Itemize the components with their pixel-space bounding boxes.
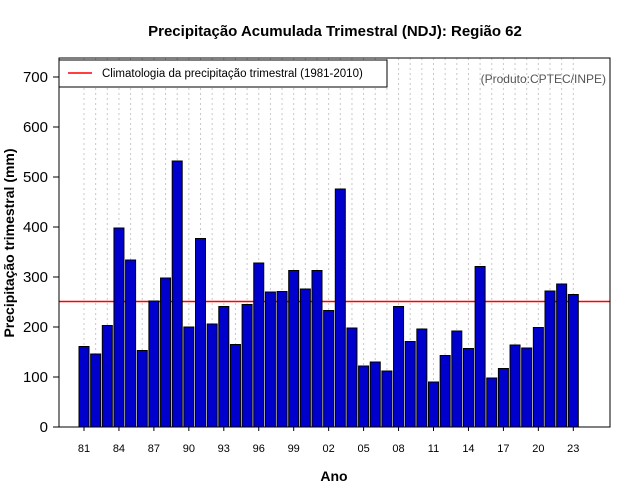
bar-1994 (229, 344, 241, 428)
bar-1986 (136, 350, 148, 428)
x-tick-label: 02 (323, 443, 335, 455)
x-tick-label: 17 (497, 443, 509, 455)
bar-1996 (253, 262, 265, 428)
bar-2018 (509, 344, 521, 428)
bar-1990 (183, 326, 195, 428)
bar-1991 (195, 238, 206, 428)
bar-2007 (381, 370, 393, 428)
x-tick-label: 84 (113, 443, 125, 455)
x-axis-label: Ano (320, 468, 347, 484)
y-axis: 0 100 200 300 400 500 600 700 (23, 69, 59, 436)
y-tick-label: 0 (40, 419, 48, 436)
bar-2010 (416, 328, 428, 428)
bar-2004 (346, 327, 358, 428)
x-axis: 81 84 87 90 93 96 99 02 05 08 11 14 17 20 23 (78, 427, 579, 455)
y-axis-label: Precipitação trimestral (mm) (1, 148, 17, 337)
x-tick-label: 96 (253, 443, 265, 455)
legend-box (58, 59, 388, 88)
x-tick-label: 11 (428, 443, 439, 455)
x-tick-label: 14 (462, 443, 474, 455)
bar-2021 (544, 290, 556, 428)
bar-1982 (90, 353, 102, 428)
y-tick-label: 400 (23, 219, 48, 236)
bar-1985 (125, 259, 137, 428)
y-tick-label: 600 (23, 119, 48, 136)
bar-2008 (393, 306, 405, 428)
x-tick-label: 93 (218, 443, 230, 455)
bar-1987 (148, 300, 160, 428)
bar-1981 (78, 346, 90, 428)
y-tick-label: 100 (23, 369, 48, 386)
bar-2006 (369, 361, 381, 428)
y-tick-label: 200 (23, 319, 48, 336)
plot-frame (58, 57, 611, 428)
x-tick-label: 90 (183, 443, 195, 455)
bar-1992 (206, 323, 218, 428)
bar-2014 (462, 348, 474, 428)
x-tick-label: 05 (357, 443, 369, 455)
bar-1983 (101, 325, 113, 428)
bar-2019 (521, 347, 533, 428)
bar-2015 (474, 266, 486, 428)
legend: Climatologia da precipitação trimestral … (58, 59, 388, 88)
bar-2013 (451, 330, 463, 428)
x-tick-label: 23 (567, 443, 579, 455)
x-tick-label: 20 (532, 443, 544, 455)
bar-2009 (404, 341, 416, 428)
bar-1995 (241, 304, 253, 428)
bar-2002 (323, 310, 335, 428)
bar-2011 (428, 381, 439, 428)
bar-2001 (311, 270, 323, 428)
chart-title: Precipitação Acumulada Trimestral (NDJ):… (148, 23, 522, 40)
bars-layer (78, 160, 579, 428)
bar-1989 (171, 160, 183, 428)
bar-2012 (439, 355, 451, 428)
bar-1999 (288, 270, 300, 428)
bar-2020 (532, 327, 544, 428)
bar-2000 (299, 288, 311, 428)
bar-2023 (567, 294, 579, 428)
bar-2003 (334, 188, 346, 428)
credit-text: (Produto:CPTEC/INPE) (481, 72, 606, 86)
grid-layer (83, 58, 574, 427)
x-tick-label: 08 (392, 443, 404, 455)
bar-1998 (276, 291, 288, 428)
bar-1984 (113, 227, 125, 428)
bar-2005 (358, 365, 370, 428)
y-tick-label: 700 (23, 69, 48, 86)
bar-2017 (497, 368, 509, 428)
bar-2016 (486, 377, 498, 428)
bar-1988 (160, 277, 172, 428)
bar-2022 (556, 283, 568, 428)
x-tick-label: 99 (288, 443, 300, 455)
bar-1993 (218, 306, 230, 428)
legend-label: Climatologia da precipitação trimestral … (102, 68, 363, 80)
y-tick-label: 500 (23, 169, 48, 186)
bar-1997 (264, 291, 276, 428)
x-tick-label: 87 (148, 443, 160, 455)
x-tick-label: 81 (78, 443, 90, 455)
y-tick-label: 300 (23, 269, 48, 286)
